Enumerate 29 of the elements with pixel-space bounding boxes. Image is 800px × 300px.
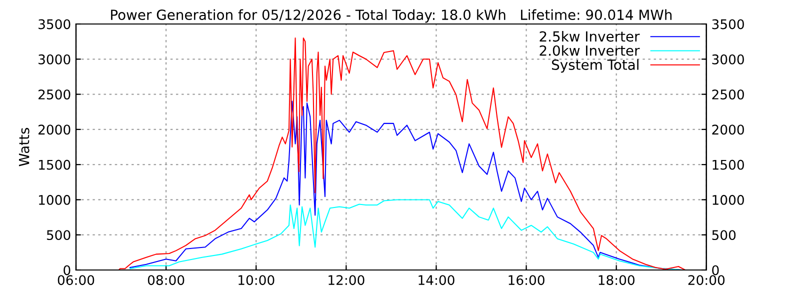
y2-tick-label: 1000 (712, 194, 744, 205)
y2-tick-label: 1500 (712, 160, 744, 170)
x-tick-label: 08:00 (148, 275, 184, 286)
y-tick-label: 1000 (39, 194, 70, 205)
x-tick-label: 12:00 (328, 275, 364, 286)
y-tick-label: 0 (64, 265, 70, 276)
x-tick-label: 20:00 (688, 275, 725, 286)
x-tick-label: 06:00 (58, 275, 94, 286)
y-tick-label: 3500 (38, 19, 70, 30)
y-tick-label: 500 (46, 230, 70, 240)
y-tick-label: 2500 (38, 90, 70, 100)
y-tick-label: 2000 (38, 124, 70, 135)
y-tick-label: 1500 (39, 160, 70, 170)
y2-tick-label: 2000 (712, 124, 744, 135)
x-tick-label: 10:00 (238, 275, 274, 286)
legend-label: 2.0kw Inverter (540, 45, 640, 56)
y2-tick-label: 0 (712, 265, 719, 276)
y2-tick-label: 2500 (712, 90, 744, 100)
x-tick-label: 16:00 (508, 275, 544, 286)
legend-label: System Total (552, 59, 638, 73)
x-tick-label: 14:00 (418, 275, 454, 286)
y2-tick-label: 3000 (712, 54, 744, 64)
y-axis-title: Watts (18, 128, 30, 166)
y2-tick-label: 500 (712, 230, 736, 240)
y2-tick-label: 3500 (712, 19, 744, 30)
x-tick-label: 18:00 (598, 275, 634, 286)
chart-title: Power Generation for 05/12/2026 - Total Today: 18.0 kWh Lifetime: 90.014 MWh (111, 9, 672, 23)
legend-label: 2.5kw Inverter (540, 30, 640, 42)
y-tick-label: 3000 (38, 54, 70, 64)
